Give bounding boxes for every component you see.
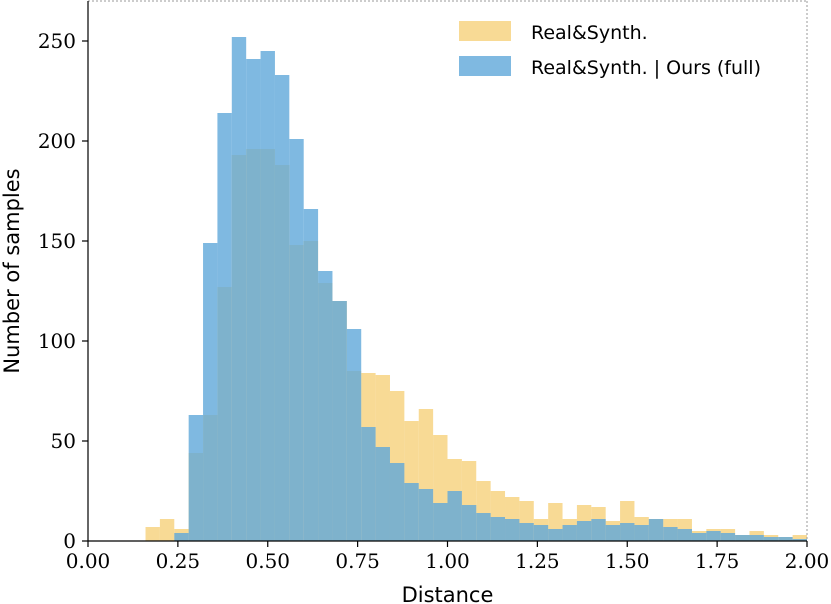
y-tick-label: 250 [38, 29, 76, 53]
bar-ours-full [634, 525, 649, 541]
bar-ours-full [404, 483, 419, 541]
x-tick-label: 0.75 [335, 549, 380, 573]
y-tick-label: 200 [38, 129, 76, 153]
bar-ours-full [274, 75, 290, 541]
bar-real-synth [159, 519, 175, 541]
bar-real-synth [145, 527, 160, 541]
bar-ours-full [447, 491, 462, 541]
bar-ours-full [260, 51, 275, 541]
bar-ours-full [461, 505, 477, 541]
bar-ours-full [505, 519, 520, 541]
bar-ours-full [533, 525, 549, 541]
bar-ours-full [361, 427, 376, 541]
bar-ours-full [318, 271, 333, 541]
bar-ours-full [203, 243, 218, 541]
bar-ours-full [389, 463, 405, 541]
bar-ours-full [605, 525, 621, 541]
x-tick-label: 0.25 [156, 549, 201, 573]
bar-ours-full [792, 539, 807, 541]
bar-ours-full [490, 517, 506, 541]
legend-swatch-ours-full [459, 56, 511, 76]
bar-ours-full [735, 535, 750, 541]
y-tick-label: 50 [51, 429, 76, 453]
y-axis-title: Number of samples [0, 168, 24, 373]
bar-ours-full [188, 415, 204, 541]
bar-ours-full [303, 209, 319, 541]
bar-ours-full [519, 523, 534, 541]
bar-ours-full [418, 489, 434, 541]
bar-ours-full [691, 533, 707, 541]
bar-ours-full [591, 519, 606, 541]
x-tick-label: 0.50 [245, 549, 290, 573]
bar-ours-full [720, 533, 736, 541]
bar-ours-full [476, 513, 491, 541]
bar-ours-full [548, 529, 563, 541]
bar-ours-full [433, 503, 448, 541]
legend-label-real-synth: Real&Synth. [531, 22, 648, 44]
bars-layer [145, 37, 807, 541]
bar-ours-full [375, 447, 390, 541]
x-axis-title: Distance [402, 583, 494, 604]
y-tick-label: 150 [38, 229, 76, 253]
bar-ours-full [706, 531, 721, 541]
bar-ours-full [648, 519, 664, 541]
x-tick-label: 1.75 [695, 549, 740, 573]
legend-label-ours-full: Real&Synth. | Ours (full) [531, 57, 761, 79]
bar-ours-full [663, 527, 678, 541]
axes-layer: 0.00 0.25 0.50 0.75 1.00 1.25 1.50 1.75 2.00 0 50 1… [38, 0, 830, 573]
bar-ours-full [174, 533, 189, 541]
x-tick-label: 1.25 [515, 549, 560, 573]
series-ours-full [174, 37, 807, 541]
x-tick-label: 0.00 [66, 549, 111, 573]
bar-ours-full [763, 537, 779, 541]
x-tick-label: 1.50 [605, 549, 650, 573]
legend: Real&Synth. Real&Synth. | Ours (full) [459, 21, 761, 79]
y-tick-label: 0 [63, 529, 76, 553]
bar-ours-full [778, 537, 793, 541]
x-tick-label: 1.00 [425, 549, 470, 573]
bar-ours-full [576, 521, 592, 541]
bar-ours-full [562, 525, 577, 541]
bar-real-synth [792, 535, 807, 541]
y-tick-label: 100 [38, 329, 76, 353]
bar-ours-full [246, 59, 261, 541]
legend-swatch-real-synth [459, 21, 511, 41]
bar-ours-full [217, 113, 232, 541]
bar-ours-full [749, 535, 764, 541]
bar-ours-full [289, 139, 304, 541]
bar-ours-full [332, 301, 347, 541]
bar-ours-full [620, 523, 635, 541]
bar-ours-full [677, 529, 692, 541]
bar-ours-full [231, 37, 247, 541]
bar-ours-full [346, 329, 362, 541]
x-tick-label: 2.00 [785, 549, 830, 573]
